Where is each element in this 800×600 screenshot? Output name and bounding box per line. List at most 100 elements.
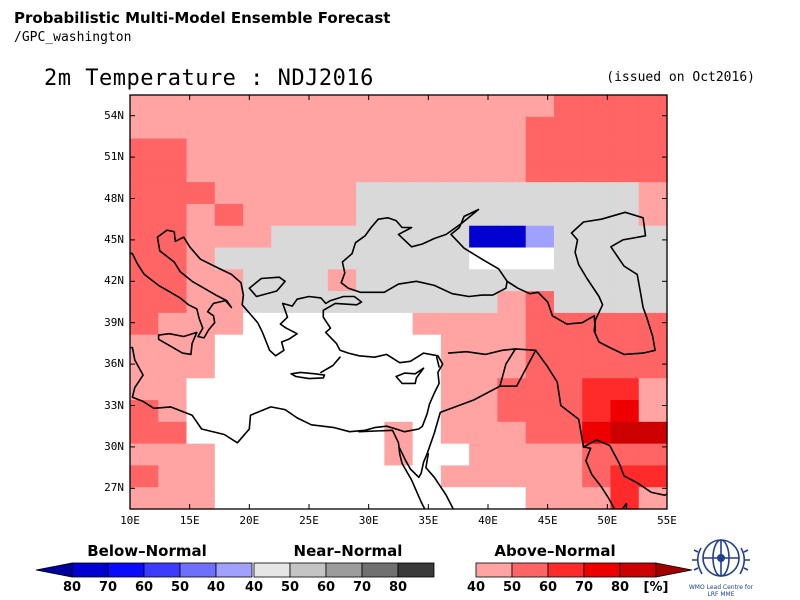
grid-cell <box>214 138 244 161</box>
grid-cell <box>553 291 583 314</box>
grid-cell <box>243 203 272 227</box>
grid-cell <box>638 138 668 161</box>
grid-cell <box>130 138 159 161</box>
grid-cell <box>214 291 244 314</box>
legend-tick-label: 80 <box>610 580 630 595</box>
grid-cell <box>130 443 159 467</box>
grid-cell <box>130 95 159 118</box>
grid-cell <box>497 356 527 379</box>
grid-cell <box>582 400 612 423</box>
grid-cell <box>610 182 640 205</box>
grid-cell <box>638 312 668 336</box>
grid-cell <box>440 182 470 205</box>
grid-cell <box>638 247 668 270</box>
grid-cell <box>525 378 555 401</box>
grid-cell <box>638 443 668 467</box>
grid-cell <box>356 400 385 423</box>
legend-tick-label: 50 <box>502 580 522 595</box>
map-title: 2m Temperature : NDJ2016 <box>44 66 374 91</box>
grid-cell <box>525 421 555 445</box>
grid-cell <box>327 465 357 488</box>
grid-cell <box>356 95 385 118</box>
grid-cell <box>582 465 612 488</box>
grid-cell <box>553 334 583 358</box>
grid-cell <box>497 465 527 488</box>
grid-cell <box>271 334 301 358</box>
grid-cell <box>299 378 329 401</box>
grid-cell <box>243 160 272 183</box>
grid-cell <box>299 138 329 161</box>
grid-cell <box>130 203 159 227</box>
above-swatch <box>583 562 621 578</box>
near-normal-colorbar <box>253 562 435 578</box>
grid-cell <box>271 291 301 314</box>
grid-cell <box>243 487 272 510</box>
grid-cell <box>271 269 301 292</box>
below-swatch <box>179 562 217 578</box>
logo-caption: WMO Lead Centre for LRF MME <box>688 584 754 598</box>
coastline <box>358 429 426 509</box>
grid-cell <box>525 138 555 161</box>
grid-cell <box>440 312 470 336</box>
grid-cell <box>299 247 329 270</box>
grid-cell <box>582 421 612 445</box>
grid-cell <box>186 116 216 140</box>
grid-cell <box>497 182 527 205</box>
grid-cell <box>384 95 414 118</box>
grid-cell <box>130 356 159 379</box>
lat-label: 42N <box>104 274 124 288</box>
above-swatch <box>475 562 513 578</box>
grid-cell <box>497 378 527 401</box>
legend-tick-label: 70 <box>352 580 372 595</box>
grid-cell <box>299 203 329 227</box>
grid-cell <box>271 182 301 205</box>
grid-cell <box>440 116 470 140</box>
grid-cell <box>384 160 414 183</box>
grid-cell <box>186 138 216 161</box>
grid-cell <box>553 356 583 379</box>
near-swatch <box>325 562 363 578</box>
grid-cell <box>130 487 159 510</box>
grid-cell <box>299 487 329 510</box>
near-swatch <box>289 562 327 578</box>
grid-cell <box>299 116 329 140</box>
grid-cell <box>243 378 272 401</box>
grid-cell <box>271 116 301 140</box>
grid-cell <box>525 443 555 467</box>
grid-cell <box>271 421 301 445</box>
grid-cell <box>610 421 640 445</box>
grid-cell <box>610 269 640 292</box>
grid-cell <box>243 465 272 488</box>
grid-cell <box>553 225 583 249</box>
grid-cell <box>271 225 301 249</box>
grid-cell <box>412 247 442 270</box>
lon-label: 35E <box>418 514 439 527</box>
grid-cell <box>412 312 442 336</box>
grid-cell <box>130 465 159 488</box>
grid-cell <box>327 334 357 358</box>
grid-cell <box>271 95 301 118</box>
grid-cell <box>525 203 555 227</box>
grid-cell <box>638 160 668 183</box>
grid-cell <box>412 203 442 227</box>
grid-cell <box>638 116 668 140</box>
grid-cell <box>384 487 414 510</box>
grid-cell <box>610 291 640 314</box>
grid-cell <box>469 378 499 401</box>
map-frame <box>129 94 668 510</box>
near-normal-label: Near–Normal <box>293 542 403 560</box>
grid-cell <box>214 116 244 140</box>
grid-cell <box>553 182 583 205</box>
grid-cell <box>582 269 612 292</box>
coastline <box>534 349 585 448</box>
grid-cell <box>327 160 357 183</box>
coastline <box>398 447 428 479</box>
grid-cell <box>356 269 385 292</box>
product-title: Probabilistic Multi-Model Ensemble Forec… <box>14 9 391 27</box>
grid-cell <box>469 443 499 467</box>
grid-cell <box>582 116 612 140</box>
grid-cell <box>299 421 329 445</box>
grid-cell <box>299 225 329 249</box>
grid-cell <box>440 356 470 379</box>
